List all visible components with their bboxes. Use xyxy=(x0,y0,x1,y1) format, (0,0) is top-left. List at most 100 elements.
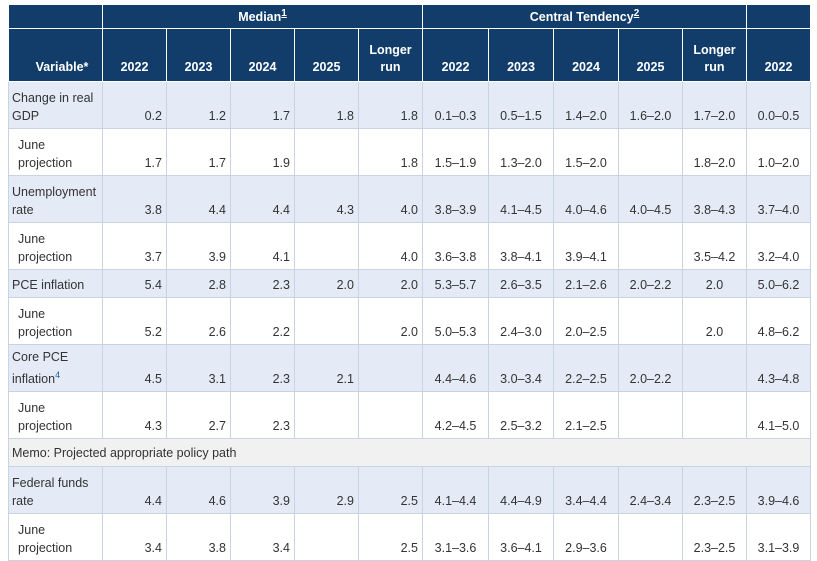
row-label-text: June projection xyxy=(18,232,73,264)
year-header: 2022 xyxy=(102,28,167,82)
central-cell: 5.0–5.3 xyxy=(422,297,489,345)
median-cell: 4.3 xyxy=(294,175,359,223)
central-cell: 1.8–2.0 xyxy=(682,128,747,176)
central-cell: 1.6–2.0 xyxy=(618,81,683,129)
row-label: June projection xyxy=(8,222,103,270)
year-header: Longer run xyxy=(682,28,747,82)
table-row: June projection 3.7 3.9 4.1 4.0 3.6–3.8 3.8–4.… xyxy=(8,222,811,270)
central-cell: 4.4–4.6 xyxy=(422,344,489,392)
median-cell xyxy=(294,513,359,561)
median-cell xyxy=(358,344,423,392)
range-cell: 5.0–6.2 xyxy=(746,269,811,298)
central-cell: 3.1–3.6 xyxy=(422,513,489,561)
central-cell: 1.5–1.9 xyxy=(422,128,489,176)
median-cell: 2.3 xyxy=(230,344,295,392)
row-footnote-link[interactable]: 4 xyxy=(55,369,61,380)
median-cell: 1.2 xyxy=(166,81,231,129)
median-footnote-link[interactable]: 1 xyxy=(281,8,287,20)
range-header xyxy=(746,4,811,29)
header-year-row: Variable* 2022 2023 2024 2025 Longer run 2022… xyxy=(8,28,811,82)
median-cell: 4.4 xyxy=(230,175,295,223)
central-cell xyxy=(618,513,683,561)
central-cell: 2.0–2.2 xyxy=(618,269,683,298)
central-cell: 2.2–2.5 xyxy=(553,344,619,392)
central-cell: 2.3–2.5 xyxy=(682,513,747,561)
row-label: June projection xyxy=(8,128,103,176)
central-cell: 2.0–2.2 xyxy=(618,344,683,392)
central-cell: 4.0–4.5 xyxy=(618,175,683,223)
central-tendency-header: Central Tendency2 xyxy=(422,4,747,29)
range-cell: 3.1–3.9 xyxy=(746,513,811,561)
range-cell: 1.0–2.0 xyxy=(746,128,811,176)
central-cell: 3.4–4.4 xyxy=(553,466,619,514)
table-row: June projection 4.3 2.7 2.3 4.2–4.5 2.5–3.2 2.… xyxy=(8,391,811,439)
row-label: June projection xyxy=(8,391,103,439)
median-cell: 4.6 xyxy=(166,466,231,514)
median-cell: 2.0 xyxy=(358,269,423,298)
median-cell: 0.2 xyxy=(102,81,167,129)
year-header: 2024 xyxy=(553,28,619,82)
central-cell: 3.6–4.1 xyxy=(488,513,554,561)
central-cell: 0.1–0.3 xyxy=(422,81,489,129)
central-cell: 2.4–3.0 xyxy=(488,297,554,345)
median-cell: 3.8 xyxy=(166,513,231,561)
median-cell: 3.1 xyxy=(166,344,231,392)
central-cell: 2.6–3.5 xyxy=(488,269,554,298)
central-cell: 2.1–2.5 xyxy=(553,391,619,439)
row-label: Change in real GDP xyxy=(8,81,103,129)
range-cell: 3.2–4.0 xyxy=(746,222,811,270)
central-cell: 3.9–4.1 xyxy=(553,222,619,270)
median-cell: 5.4 xyxy=(102,269,167,298)
median-cell: 1.8 xyxy=(294,81,359,129)
median-cell: 1.8 xyxy=(358,81,423,129)
year-header: Longer run xyxy=(358,28,423,82)
year-header: 2022 xyxy=(422,28,489,82)
central-cell: 4.1–4.5 xyxy=(488,175,554,223)
central-cell: 2.4–3.4 xyxy=(618,466,683,514)
median-cell xyxy=(294,297,359,345)
variable-header: Variable* xyxy=(8,28,103,82)
row-label-text: Unemployment rate xyxy=(12,185,97,217)
central-cell: 4.4–4.9 xyxy=(488,466,554,514)
year-header: 2023 xyxy=(488,28,554,82)
table-row: June projection 5.2 2.6 2.2 2.0 5.0–5.3 2.4–3.… xyxy=(8,297,811,345)
header-blank xyxy=(8,4,103,29)
row-label: June projection xyxy=(8,513,103,561)
table-body: Change in real GDP 0.2 1.2 1.7 1.8 1.8 0.1–0.3… xyxy=(8,81,811,561)
median-cell xyxy=(294,128,359,176)
central-cell: 4.0–4.6 xyxy=(553,175,619,223)
median-cell: 4.4 xyxy=(166,175,231,223)
range-cell: 0.0–0.5 xyxy=(746,81,811,129)
median-cell: 4.0 xyxy=(358,222,423,270)
central-cell: 1.5–2.0 xyxy=(553,128,619,176)
central-cell: 2.0–2.5 xyxy=(553,297,619,345)
central-cell: 0.5–1.5 xyxy=(488,81,554,129)
central-cell: 3.5–4.2 xyxy=(682,222,747,270)
median-cell: 1.7 xyxy=(166,128,231,176)
median-cell xyxy=(294,391,359,439)
median-cell: 4.5 xyxy=(102,344,167,392)
central-cell: 3.0–3.4 xyxy=(488,344,554,392)
year-header: 2025 xyxy=(294,28,359,82)
central-cell: 1.3–2.0 xyxy=(488,128,554,176)
table-row: Unemployment rate 3.8 4.4 4.4 4.3 4.0 3.8–3.9 4… xyxy=(8,175,811,223)
median-cell: 4.3 xyxy=(102,391,167,439)
median-cell: 2.6 xyxy=(166,297,231,345)
median-cell: 2.1 xyxy=(294,344,359,392)
table-row: Change in real GDP 0.2 1.2 1.7 1.8 1.8 0.1–0.3… xyxy=(8,81,811,129)
central-footnote-link[interactable]: 2 xyxy=(633,8,640,20)
median-cell: 1.9 xyxy=(230,128,295,176)
year-header: 2023 xyxy=(166,28,231,82)
median-cell: 2.7 xyxy=(166,391,231,439)
median-cell: 1.7 xyxy=(102,128,167,176)
median-cell: 3.4 xyxy=(102,513,167,561)
central-cell: 2.3–2.5 xyxy=(682,466,747,514)
row-label: Core PCE inflation4 xyxy=(8,344,103,392)
central-cell xyxy=(682,391,747,439)
median-cell xyxy=(358,391,423,439)
central-cell: 2.1–2.6 xyxy=(553,269,619,298)
central-cell xyxy=(618,128,683,176)
median-cell: 3.8 xyxy=(102,175,167,223)
central-cell: 5.3–5.7 xyxy=(422,269,489,298)
median-cell: 4.0 xyxy=(358,175,423,223)
